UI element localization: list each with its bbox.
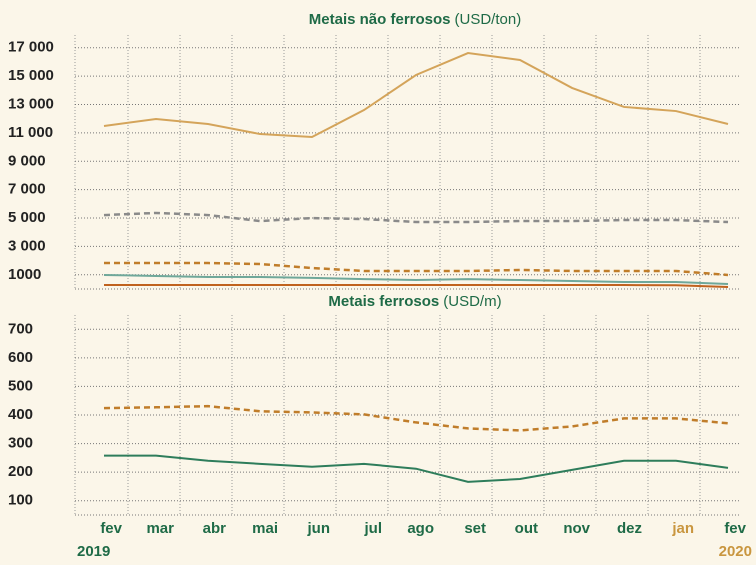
y-tick-label: 600 bbox=[8, 349, 33, 366]
y-tick-label: 15 000 bbox=[8, 67, 54, 84]
title: Metais não ferrosos bbox=[309, 11, 451, 28]
series-line bbox=[104, 454, 729, 483]
y-tick-label: 13 000 bbox=[8, 95, 54, 112]
y-tick-label: 11 000 bbox=[8, 124, 53, 141]
unit: (USD/m) bbox=[443, 293, 501, 310]
y-tick-label: 5 000 bbox=[8, 209, 46, 226]
x-tick-label: out bbox=[515, 520, 538, 537]
year-label: 2019 bbox=[77, 543, 110, 560]
series-line bbox=[104, 261, 729, 277]
y-tick-label: 200 bbox=[8, 463, 33, 480]
y-tick-label: 3 000 bbox=[8, 237, 46, 254]
y-tick-label: 17 000 bbox=[8, 39, 54, 56]
x-tick-label: jun bbox=[307, 520, 331, 537]
x-tick-label: fev bbox=[100, 520, 122, 537]
x-tick-label: mai bbox=[252, 520, 278, 537]
x-tick-label: dez bbox=[617, 520, 642, 537]
series-line bbox=[103, 404, 729, 432]
x-tick-label: fev bbox=[724, 520, 746, 537]
x-tick-label: set bbox=[464, 520, 486, 537]
y-tick-label: 300 bbox=[8, 435, 33, 452]
series-line bbox=[103, 211, 729, 224]
y-tick-label: 100 bbox=[8, 492, 33, 509]
title: Metais ferrosos bbox=[328, 293, 439, 310]
x-tick-label: ago bbox=[407, 520, 434, 537]
y-tick-label: 400 bbox=[8, 406, 33, 423]
series-line bbox=[103, 273, 729, 286]
x-tick-label: jan bbox=[671, 520, 694, 537]
y-tick-label: 500 bbox=[8, 377, 33, 394]
y-tick-label: 1000 bbox=[8, 266, 41, 283]
series-line bbox=[103, 51, 729, 139]
unit: (USD/ton) bbox=[455, 11, 522, 28]
y-tick-label: 700 bbox=[8, 320, 33, 337]
x-tick-label: nov bbox=[563, 520, 590, 537]
x-tick-label: mar bbox=[146, 520, 174, 537]
chart-title: Metais ferrosos (USD/m) bbox=[328, 293, 501, 310]
year-label: 2020 bbox=[719, 543, 752, 560]
series-line bbox=[104, 284, 729, 289]
x-tick-label: jul bbox=[364, 520, 383, 537]
y-tick-label: 7 000 bbox=[8, 181, 46, 198]
x-tick-label: abr bbox=[203, 520, 227, 537]
chart-title: Metais não ferrosos (USD/ton) bbox=[309, 11, 521, 28]
y-tick-label: 9 000 bbox=[8, 152, 46, 169]
